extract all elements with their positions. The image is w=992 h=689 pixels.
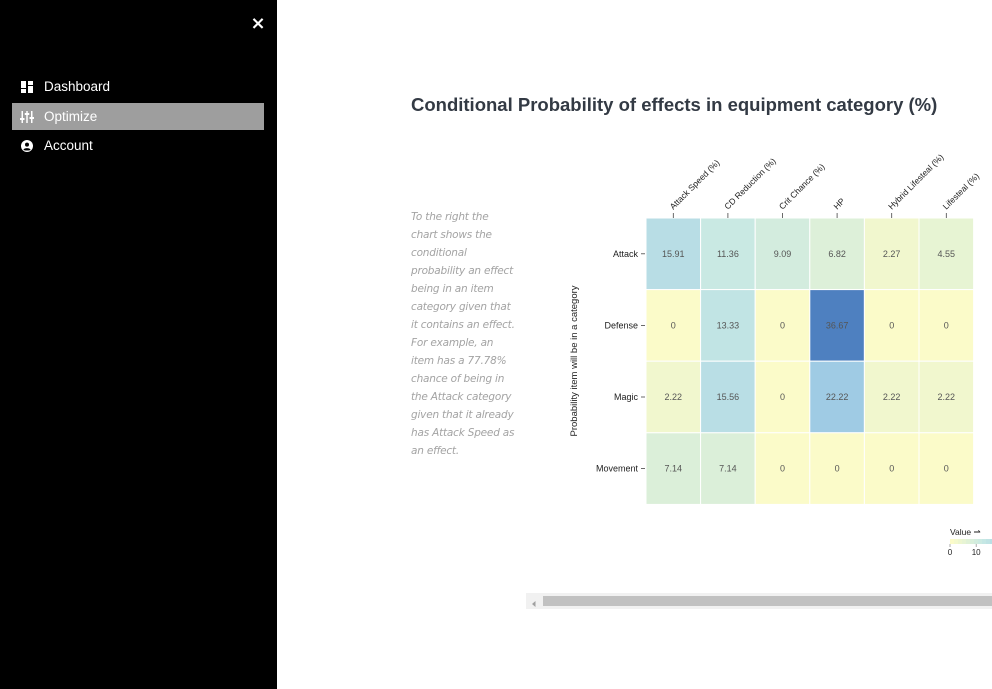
- x-tick-label: Crit Chance (%): [777, 161, 827, 211]
- legend-color-step: [982, 539, 987, 544]
- heatmap-cell: [918, 432, 975, 505]
- heatmap-cell: [754, 217, 811, 291]
- cell-value-label: 6.82: [828, 249, 846, 259]
- y-tick-label: Attack: [613, 249, 639, 259]
- legend-color-step: [950, 539, 955, 544]
- cell-value-label: 0: [780, 320, 785, 330]
- page-title: Conditional Probability of effects in eq…: [411, 94, 938, 115]
- heatmap-cell: [918, 217, 975, 291]
- heatmap-cell: [863, 432, 920, 505]
- y-tick-label: Magic: [614, 392, 639, 402]
- heatmap-chart: 15.91 11.36 9.09 6.82 2.27 4.55 0 13.33 0 36.67 0 0…: [569, 152, 992, 557]
- cell-value-label: 22.22: [826, 392, 849, 402]
- legend-tick-label: 0: [948, 548, 953, 557]
- sidebar-item-label: Optimize: [44, 109, 98, 124]
- legend-color-step: [958, 539, 963, 544]
- scrollbar-thumb[interactable]: [543, 596, 992, 606]
- cell-value-label: 2.22: [883, 392, 901, 402]
- y-tick-label: Movement: [596, 464, 639, 474]
- cell-value-label: 0: [889, 320, 894, 330]
- legend-title: Value ⇀: [950, 527, 981, 537]
- dashboard-icon: [20, 80, 34, 94]
- cell-value-label: 2.27: [883, 249, 901, 259]
- sidebar-item-label: Dashboard: [44, 79, 111, 94]
- heatmap-cell: [863, 217, 920, 291]
- heatmap-cell: [700, 289, 756, 362]
- cell-value-label: 0: [889, 464, 894, 474]
- user-icon: [20, 139, 34, 153]
- legend-color-step: [970, 539, 975, 544]
- cell-value-label: 11.36: [717, 249, 739, 259]
- heatmap-cell: [918, 360, 975, 434]
- x-tick-label: HP: [831, 196, 847, 212]
- cell-value-label: 0: [780, 464, 785, 474]
- legend-color-step: [978, 539, 983, 544]
- cell-value-label: 0: [671, 320, 676, 330]
- cell-value-label: 13.33: [717, 320, 740, 330]
- legend-tick-label: 10: [972, 548, 981, 557]
- cell-value-label: 9.09: [774, 249, 792, 259]
- x-tick-label: Hybrid Lifesteal (%): [886, 152, 946, 212]
- cell-value-label: 7.14: [665, 464, 683, 474]
- cell-value-label: 0: [835, 464, 840, 474]
- cell-value-label: 2.22: [665, 392, 683, 402]
- legend-color-step: [974, 539, 979, 544]
- cell-value-label: 0: [780, 392, 785, 402]
- y-tick-label: Defense: [604, 320, 638, 330]
- heatmap-cell: [809, 432, 865, 505]
- sliders-icon: [20, 110, 34, 124]
- sidebar-item-optimize[interactable]: Optimize: [12, 103, 264, 130]
- scroll-left-icon[interactable]: [529, 596, 539, 607]
- sidebar-item-label: Account: [44, 138, 93, 153]
- legend-color-step: [990, 539, 992, 544]
- cell-value-label: 4.55: [938, 249, 956, 259]
- horizontal-scrollbar[interactable]: [526, 593, 992, 609]
- cell-value-label: 15.91: [662, 249, 685, 259]
- heatmap-cell: [809, 217, 865, 291]
- heatmap-cell: [645, 289, 702, 362]
- x-tick-label: CD Reduction (%): [722, 156, 778, 212]
- heatmap-cell: [645, 432, 702, 505]
- sidebar: × Dashboard Optimize Account: [0, 0, 277, 689]
- legend-color-step: [986, 539, 991, 544]
- close-icon[interactable]: ×: [250, 13, 266, 34]
- cell-value-label: 7.14: [719, 464, 737, 474]
- cell-value-label: 36.67: [826, 320, 849, 330]
- legend-color-step: [966, 539, 971, 544]
- cell-value-label: 0: [944, 464, 949, 474]
- cell-value-label: 0: [944, 320, 949, 330]
- legend-color-step: [962, 539, 967, 544]
- chart-description: To the right the chart shows the conditi…: [411, 211, 515, 457]
- heatmap-cell: [754, 289, 811, 362]
- y-axis-label: Probability item will be in a category: [569, 285, 580, 436]
- x-tick-label: Attack Speed (%): [668, 157, 722, 211]
- heatmap-cell: [645, 360, 702, 434]
- main-content: Conditional Probability of effects in eq…: [277, 0, 992, 689]
- x-tick-label: Lifesteal (%): [941, 171, 982, 212]
- heatmap-cell: [918, 289, 975, 362]
- heatmap-cell: [700, 432, 756, 505]
- sidebar-item-account[interactable]: Account: [12, 132, 264, 159]
- cell-value-label: 15.56: [717, 392, 740, 402]
- sidebar-item-dashboard[interactable]: Dashboard: [12, 73, 264, 100]
- legend-color-step: [954, 539, 959, 544]
- cell-value-label: 2.22: [938, 392, 956, 402]
- heatmap-cell: [754, 432, 811, 505]
